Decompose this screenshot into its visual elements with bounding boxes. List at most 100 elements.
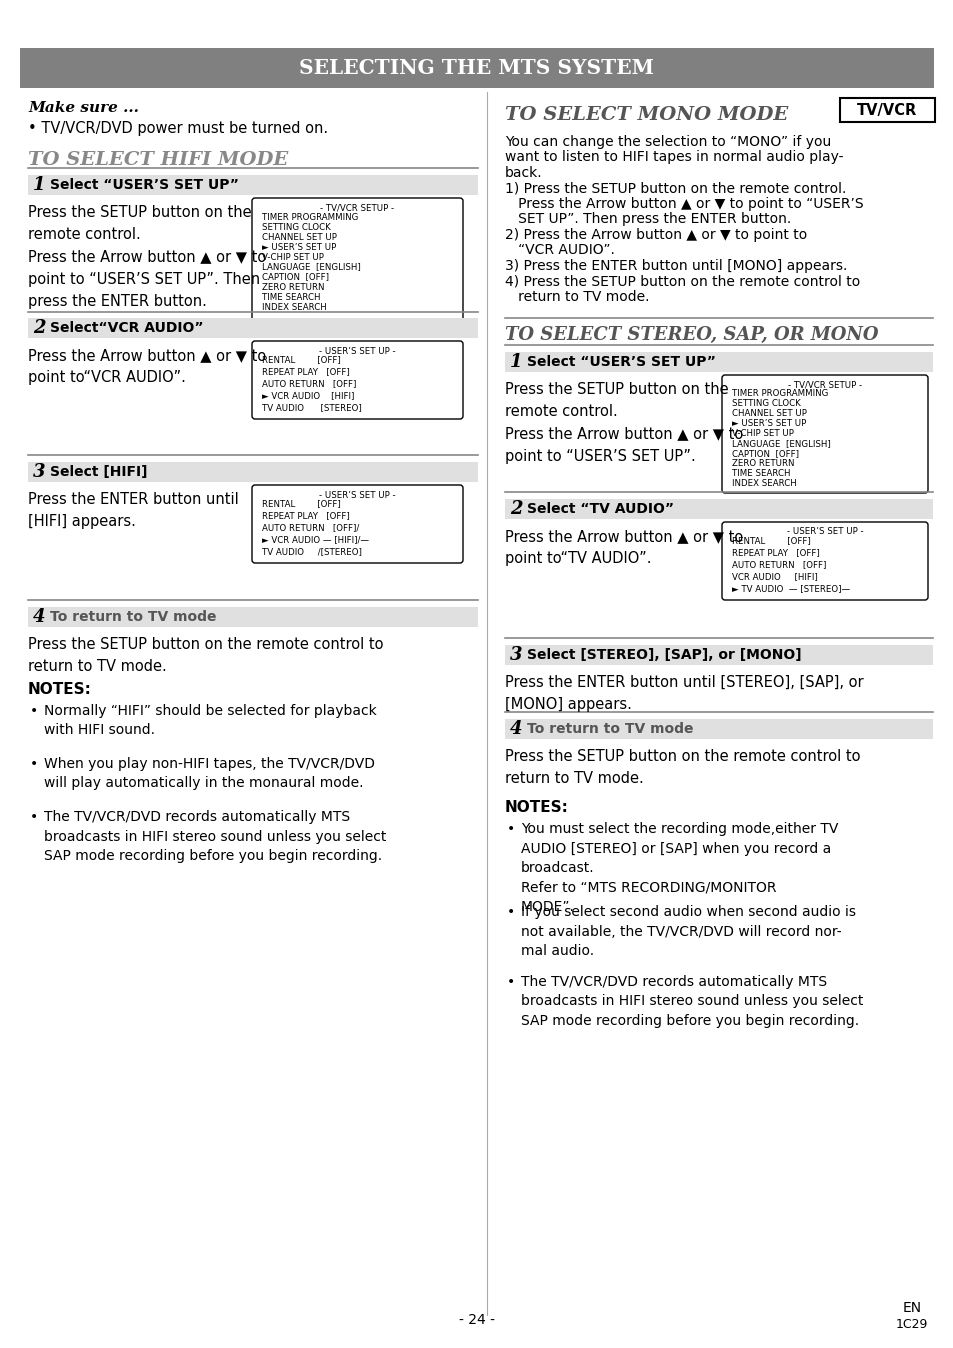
FancyBboxPatch shape: [504, 352, 932, 372]
Text: Select “USER’S SET UP”: Select “USER’S SET UP”: [50, 178, 238, 191]
FancyBboxPatch shape: [28, 462, 477, 483]
Text: Press the Arrow button ▲ or ▼ to
point to“VCR AUDIO”.: Press the Arrow button ▲ or ▼ to point t…: [28, 348, 266, 386]
FancyBboxPatch shape: [504, 718, 932, 739]
Text: TIME SEARCH: TIME SEARCH: [262, 293, 320, 302]
Text: EN: EN: [902, 1301, 921, 1316]
Text: You must select the recording mode,either TV
AUDIO [STEREO] or [SAP] when you re: You must select the recording mode,eithe…: [520, 822, 838, 914]
FancyBboxPatch shape: [721, 522, 927, 600]
Text: - TV/VCR SETUP -: - TV/VCR SETUP -: [787, 380, 862, 390]
Text: When you play non-HIFI tapes, the TV/VCR/DVD
will play automatically in the mona: When you play non-HIFI tapes, the TV/VCR…: [44, 758, 375, 790]
Text: •: •: [30, 758, 38, 771]
Text: NOTES:: NOTES:: [504, 799, 568, 816]
Text: 1C29: 1C29: [895, 1317, 927, 1330]
Text: TV AUDIO     /[STEREO]: TV AUDIO /[STEREO]: [262, 547, 361, 557]
Text: TV AUDIO      [STEREO]: TV AUDIO [STEREO]: [262, 403, 361, 412]
FancyBboxPatch shape: [20, 49, 933, 88]
Text: Press the ENTER button until
[HIFI] appears.: Press the ENTER button until [HIFI] appe…: [28, 492, 238, 530]
Text: •: •: [30, 704, 38, 718]
Text: •: •: [506, 905, 515, 919]
Text: V-CHIP SET UP: V-CHIP SET UP: [262, 252, 323, 262]
Text: ► VCR AUDIO — [HIFI]/—: ► VCR AUDIO — [HIFI]/—: [262, 535, 369, 545]
Text: LANGUAGE  [ENGLISH]: LANGUAGE [ENGLISH]: [262, 263, 360, 271]
Text: CHANNEL SET UP: CHANNEL SET UP: [262, 232, 336, 241]
Text: ZERO RETURN: ZERO RETURN: [262, 283, 324, 291]
Text: Press the SETUP button on the
remote control.
Press the Arrow button ▲ or ▼ to
p: Press the SETUP button on the remote con…: [28, 205, 266, 309]
Text: •: •: [30, 810, 38, 824]
FancyBboxPatch shape: [252, 198, 462, 322]
Text: Make sure ...: Make sure ...: [28, 101, 139, 115]
Text: ► USER’S SET UP: ► USER’S SET UP: [262, 243, 335, 252]
Text: back.: back.: [504, 166, 542, 181]
Text: You can change the selection to “MONO” if you: You can change the selection to “MONO” i…: [504, 135, 830, 150]
Text: SETTING CLOCK: SETTING CLOCK: [731, 399, 800, 408]
Text: 2: 2: [33, 319, 46, 337]
FancyBboxPatch shape: [504, 499, 932, 519]
Text: INDEX SEARCH: INDEX SEARCH: [262, 302, 327, 311]
Text: SET UP”. Then press the ENTER button.: SET UP”. Then press the ENTER button.: [504, 213, 790, 226]
Text: AUTO RETURN   [OFF]/: AUTO RETURN [OFF]/: [262, 523, 359, 532]
FancyBboxPatch shape: [252, 485, 462, 563]
Text: CHANNEL SET UP: CHANNEL SET UP: [731, 410, 806, 418]
Text: REPEAT PLAY   [OFF]: REPEAT PLAY [OFF]: [262, 368, 350, 376]
Text: INDEX SEARCH: INDEX SEARCH: [731, 480, 796, 488]
Text: Press the Arrow button ▲ or ▼ to point to “USER’S: Press the Arrow button ▲ or ▼ to point t…: [504, 197, 862, 212]
FancyBboxPatch shape: [721, 375, 927, 493]
Text: Press the SETUP button on the
remote control.
Press the Arrow button ▲ or ▼ to
p: Press the SETUP button on the remote con…: [504, 381, 742, 464]
Text: 3: 3: [33, 462, 46, 481]
Text: To return to TV mode: To return to TV mode: [526, 723, 693, 736]
Text: - USER’S SET UP -: - USER’S SET UP -: [786, 527, 862, 537]
Text: 3: 3: [510, 646, 522, 665]
Text: 4) Press the SETUP button on the remote control to: 4) Press the SETUP button on the remote …: [504, 275, 860, 288]
Text: SELECTING THE MTS SYSTEM: SELECTING THE MTS SYSTEM: [299, 58, 654, 78]
Text: Select [HIFI]: Select [HIFI]: [50, 465, 148, 479]
Text: Select “USER’S SET UP”: Select “USER’S SET UP”: [526, 355, 715, 369]
Text: - USER’S SET UP -: - USER’S SET UP -: [319, 346, 395, 356]
Text: Press the ENTER button until [STEREO], [SAP], or
[MONO] appears.: Press the ENTER button until [STEREO], […: [504, 675, 862, 712]
Text: VCR AUDIO     [HIFI]: VCR AUDIO [HIFI]: [731, 573, 817, 581]
Text: SETTING CLOCK: SETTING CLOCK: [262, 222, 331, 232]
Text: ► USER’S SET UP: ► USER’S SET UP: [731, 419, 805, 429]
Text: To return to TV mode: To return to TV mode: [50, 611, 216, 624]
Text: TO SELECT STEREO, SAP, OR MONO: TO SELECT STEREO, SAP, OR MONO: [504, 326, 878, 344]
Text: “VCR AUDIO”.: “VCR AUDIO”.: [504, 244, 615, 257]
FancyBboxPatch shape: [28, 607, 477, 627]
Text: - USER’S SET UP -: - USER’S SET UP -: [319, 491, 395, 500]
FancyBboxPatch shape: [28, 318, 477, 338]
Text: RENTAL        [OFF]: RENTAL [OFF]: [262, 500, 340, 508]
Text: want to listen to HIFI tapes in normal audio play-: want to listen to HIFI tapes in normal a…: [504, 151, 842, 164]
Text: Normally “HIFI” should be selected for playback
with HIFI sound.: Normally “HIFI” should be selected for p…: [44, 704, 376, 737]
Text: 4: 4: [33, 608, 46, 625]
FancyBboxPatch shape: [504, 644, 932, 665]
Text: TIME SEARCH: TIME SEARCH: [731, 469, 790, 479]
Text: AUTO RETURN   [OFF]: AUTO RETURN [OFF]: [731, 561, 825, 569]
Text: Select [STEREO], [SAP], or [MONO]: Select [STEREO], [SAP], or [MONO]: [526, 648, 801, 662]
Text: ZERO RETURN: ZERO RETURN: [731, 460, 794, 469]
Text: REPEAT PLAY   [OFF]: REPEAT PLAY [OFF]: [262, 511, 350, 520]
FancyBboxPatch shape: [252, 341, 462, 419]
Text: • TV/VCR/DVD power must be turned on.: • TV/VCR/DVD power must be turned on.: [28, 120, 328, 136]
Text: ► TV AUDIO  — [STEREO]—: ► TV AUDIO — [STEREO]—: [731, 585, 849, 593]
Text: NOTES:: NOTES:: [28, 682, 91, 697]
FancyBboxPatch shape: [28, 175, 477, 195]
Text: Press the SETUP button on the remote control to
return to TV mode.: Press the SETUP button on the remote con…: [28, 638, 383, 674]
Text: 2: 2: [510, 500, 522, 518]
Text: 1) Press the SETUP button on the remote control.: 1) Press the SETUP button on the remote …: [504, 182, 845, 195]
Text: RENTAL        [OFF]: RENTAL [OFF]: [731, 537, 810, 546]
Text: The TV/VCR/DVD records automatically MTS
broadcasts in HIFI stereo sound unless : The TV/VCR/DVD records automatically MTS…: [44, 810, 386, 863]
Text: return to TV mode.: return to TV mode.: [504, 290, 649, 305]
Text: 2) Press the Arrow button ▲ or ▼ to point to: 2) Press the Arrow button ▲ or ▼ to poin…: [504, 228, 806, 243]
Text: TIMER PROGRAMMING: TIMER PROGRAMMING: [262, 213, 358, 221]
FancyBboxPatch shape: [840, 98, 934, 123]
Text: TO SELECT HIFI MODE: TO SELECT HIFI MODE: [28, 151, 288, 168]
Text: ► VCR AUDIO    [HIFI]: ► VCR AUDIO [HIFI]: [262, 391, 354, 400]
Text: TV/VCR: TV/VCR: [856, 102, 916, 117]
Text: 3) Press the ENTER button until [MONO] appears.: 3) Press the ENTER button until [MONO] a…: [504, 259, 846, 274]
Text: - 24 -: - 24 -: [458, 1313, 495, 1326]
Text: 4: 4: [510, 720, 522, 737]
Text: Press the SETUP button on the remote control to
return to TV mode.: Press the SETUP button on the remote con…: [504, 749, 860, 786]
Text: CAPTION  [OFF]: CAPTION [OFF]: [731, 449, 799, 458]
Text: V-CHIP SET UP: V-CHIP SET UP: [731, 430, 793, 438]
Text: Select“VCR AUDIO”: Select“VCR AUDIO”: [50, 321, 203, 336]
Text: REPEAT PLAY   [OFF]: REPEAT PLAY [OFF]: [731, 549, 819, 558]
Text: 1: 1: [33, 177, 46, 194]
